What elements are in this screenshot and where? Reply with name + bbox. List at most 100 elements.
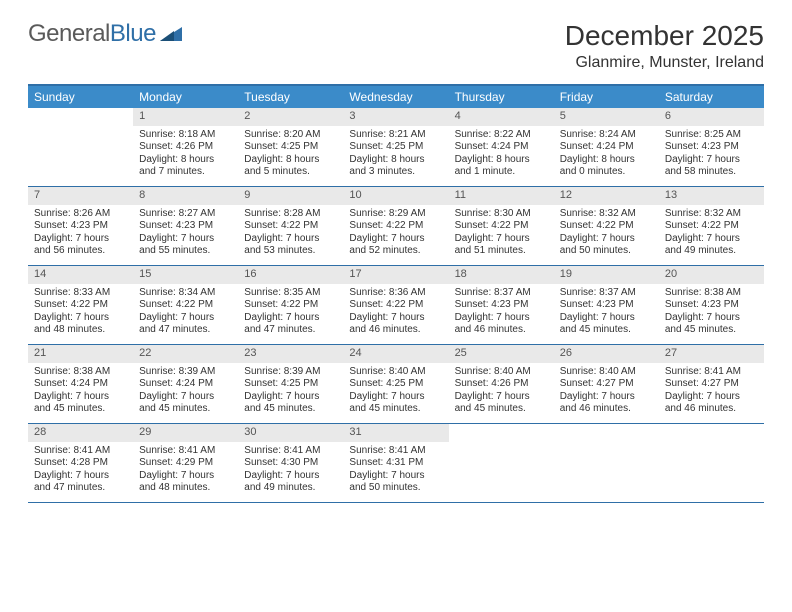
daylight-text: Daylight: 7 hours and 46 minutes. [665, 391, 758, 416]
day-header-row: Sunday Monday Tuesday Wednesday Thursday… [28, 86, 764, 108]
logo-text: GeneralBlue [28, 20, 156, 48]
day-cell: 9Sunrise: 8:28 AMSunset: 4:22 PMDaylight… [238, 187, 343, 265]
day-cell: 14Sunrise: 8:33 AMSunset: 4:22 PMDayligh… [28, 266, 133, 344]
daylight-text: Daylight: 8 hours and 0 minutes. [560, 154, 653, 179]
day-header: Thursday [449, 86, 554, 108]
daylight-text: Daylight: 7 hours and 55 minutes. [139, 233, 232, 258]
day-cell: 5Sunrise: 8:24 AMSunset: 4:24 PMDaylight… [554, 108, 659, 186]
day-body: Sunrise: 8:35 AMSunset: 4:22 PMDaylight:… [238, 284, 343, 341]
day-cell: 19Sunrise: 8:37 AMSunset: 4:23 PMDayligh… [554, 266, 659, 344]
day-body: Sunrise: 8:39 AMSunset: 4:24 PMDaylight:… [133, 363, 238, 420]
sunrise-text: Sunrise: 8:40 AM [560, 366, 653, 379]
sunrise-text: Sunrise: 8:34 AM [139, 287, 232, 300]
day-cell: 8Sunrise: 8:27 AMSunset: 4:23 PMDaylight… [133, 187, 238, 265]
day-number: 14 [28, 266, 133, 284]
day-number: 1 [133, 108, 238, 126]
day-cell [659, 424, 764, 502]
daylight-text: Daylight: 7 hours and 51 minutes. [455, 233, 548, 258]
day-number: 18 [449, 266, 554, 284]
day-number: 25 [449, 345, 554, 363]
daylight-text: Daylight: 7 hours and 47 minutes. [244, 312, 337, 337]
sunset-text: Sunset: 4:23 PM [34, 220, 127, 233]
sunrise-text: Sunrise: 8:37 AM [560, 287, 653, 300]
sunset-text: Sunset: 4:24 PM [139, 378, 232, 391]
day-body: Sunrise: 8:22 AMSunset: 4:24 PMDaylight:… [449, 126, 554, 183]
day-cell: 18Sunrise: 8:37 AMSunset: 4:23 PMDayligh… [449, 266, 554, 344]
day-number: 11 [449, 187, 554, 205]
sunrise-text: Sunrise: 8:25 AM [665, 129, 758, 142]
day-number: 23 [238, 345, 343, 363]
sunrise-text: Sunrise: 8:41 AM [349, 445, 442, 458]
day-cell: 20Sunrise: 8:38 AMSunset: 4:23 PMDayligh… [659, 266, 764, 344]
day-header: Monday [133, 86, 238, 108]
sunset-text: Sunset: 4:24 PM [560, 141, 653, 154]
day-number: 12 [554, 187, 659, 205]
day-number: 22 [133, 345, 238, 363]
day-number: 24 [343, 345, 448, 363]
logo-part2: Blue [110, 20, 156, 47]
day-body: Sunrise: 8:40 AMSunset: 4:27 PMDaylight:… [554, 363, 659, 420]
calendar: Sunday Monday Tuesday Wednesday Thursday… [28, 84, 764, 503]
sunset-text: Sunset: 4:23 PM [139, 220, 232, 233]
week-row: 21Sunrise: 8:38 AMSunset: 4:24 PMDayligh… [28, 345, 764, 424]
day-cell: 25Sunrise: 8:40 AMSunset: 4:26 PMDayligh… [449, 345, 554, 423]
day-header: Friday [554, 86, 659, 108]
day-body: Sunrise: 8:32 AMSunset: 4:22 PMDaylight:… [554, 205, 659, 262]
sunrise-text: Sunrise: 8:22 AM [455, 129, 548, 142]
month-title: December 2025 [565, 20, 764, 52]
sunrise-text: Sunrise: 8:41 AM [34, 445, 127, 458]
day-cell: 12Sunrise: 8:32 AMSunset: 4:22 PMDayligh… [554, 187, 659, 265]
day-cell: 23Sunrise: 8:39 AMSunset: 4:25 PMDayligh… [238, 345, 343, 423]
sunset-text: Sunset: 4:29 PM [139, 457, 232, 470]
day-cell: 1Sunrise: 8:18 AMSunset: 4:26 PMDaylight… [133, 108, 238, 186]
sunset-text: Sunset: 4:22 PM [455, 220, 548, 233]
sunrise-text: Sunrise: 8:39 AM [244, 366, 337, 379]
day-body: Sunrise: 8:41 AMSunset: 4:28 PMDaylight:… [28, 442, 133, 499]
day-body: Sunrise: 8:39 AMSunset: 4:25 PMDaylight:… [238, 363, 343, 420]
day-body: Sunrise: 8:24 AMSunset: 4:24 PMDaylight:… [554, 126, 659, 183]
day-cell: 26Sunrise: 8:40 AMSunset: 4:27 PMDayligh… [554, 345, 659, 423]
daylight-text: Daylight: 7 hours and 45 minutes. [244, 391, 337, 416]
logo: GeneralBlue [28, 20, 182, 48]
sunrise-text: Sunrise: 8:32 AM [665, 208, 758, 221]
daylight-text: Daylight: 7 hours and 53 minutes. [244, 233, 337, 258]
sunset-text: Sunset: 4:26 PM [455, 378, 548, 391]
day-body: Sunrise: 8:37 AMSunset: 4:23 PMDaylight:… [554, 284, 659, 341]
day-body: Sunrise: 8:34 AMSunset: 4:22 PMDaylight:… [133, 284, 238, 341]
sunset-text: Sunset: 4:23 PM [665, 141, 758, 154]
day-number: 26 [554, 345, 659, 363]
daylight-text: Daylight: 7 hours and 45 minutes. [560, 312, 653, 337]
day-number: 30 [238, 424, 343, 442]
location: Glanmire, Munster, Ireland [565, 54, 764, 72]
day-body: Sunrise: 8:27 AMSunset: 4:23 PMDaylight:… [133, 205, 238, 262]
sunset-text: Sunset: 4:26 PM [139, 141, 232, 154]
sunset-text: Sunset: 4:22 PM [560, 220, 653, 233]
day-cell: 3Sunrise: 8:21 AMSunset: 4:25 PMDaylight… [343, 108, 448, 186]
day-number: 4 [449, 108, 554, 126]
daylight-text: Daylight: 8 hours and 5 minutes. [244, 154, 337, 179]
sunset-text: Sunset: 4:24 PM [455, 141, 548, 154]
day-cell: 16Sunrise: 8:35 AMSunset: 4:22 PMDayligh… [238, 266, 343, 344]
day-body: Sunrise: 8:18 AMSunset: 4:26 PMDaylight:… [133, 126, 238, 183]
sunrise-text: Sunrise: 8:24 AM [560, 129, 653, 142]
day-number: 9 [238, 187, 343, 205]
day-cell: 15Sunrise: 8:34 AMSunset: 4:22 PMDayligh… [133, 266, 238, 344]
daylight-text: Daylight: 8 hours and 7 minutes. [139, 154, 232, 179]
day-number: 27 [659, 345, 764, 363]
day-header: Saturday [659, 86, 764, 108]
day-body: Sunrise: 8:38 AMSunset: 4:23 PMDaylight:… [659, 284, 764, 341]
day-cell: 13Sunrise: 8:32 AMSunset: 4:22 PMDayligh… [659, 187, 764, 265]
daylight-text: Daylight: 7 hours and 46 minutes. [349, 312, 442, 337]
daylight-text: Daylight: 8 hours and 3 minutes. [349, 154, 442, 179]
daylight-text: Daylight: 7 hours and 49 minutes. [665, 233, 758, 258]
day-body: Sunrise: 8:26 AMSunset: 4:23 PMDaylight:… [28, 205, 133, 262]
day-header: Tuesday [238, 86, 343, 108]
week-row: 7Sunrise: 8:26 AMSunset: 4:23 PMDaylight… [28, 187, 764, 266]
sunrise-text: Sunrise: 8:30 AM [455, 208, 548, 221]
sunset-text: Sunset: 4:31 PM [349, 457, 442, 470]
day-body: Sunrise: 8:21 AMSunset: 4:25 PMDaylight:… [343, 126, 448, 183]
sunset-text: Sunset: 4:25 PM [244, 141, 337, 154]
day-number: 10 [343, 187, 448, 205]
day-body: Sunrise: 8:33 AMSunset: 4:22 PMDaylight:… [28, 284, 133, 341]
sunrise-text: Sunrise: 8:29 AM [349, 208, 442, 221]
